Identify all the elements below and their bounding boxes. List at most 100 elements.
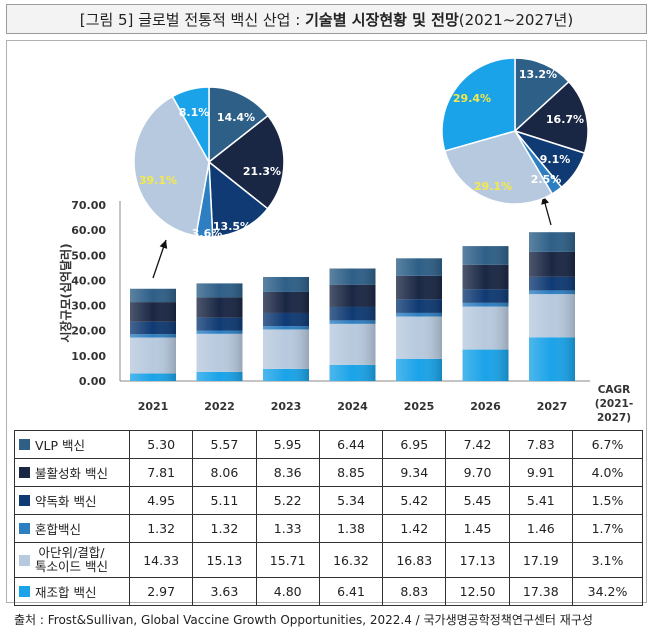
bar-shade-recombinant-2025 <box>396 358 442 381</box>
bar-shade-recombinant-2026 <box>462 349 509 381</box>
pie-2021-slice-attenuated <box>208 160 269 238</box>
table-cell-VLP-2026: 7.42 <box>445 430 510 459</box>
bar-shade-mixed-2025 <box>396 312 442 317</box>
bar-shade-subunit-2023 <box>263 329 309 369</box>
pie-2021-label-inactivated: 21.3% <box>243 165 281 178</box>
table-cell-recombinant-2024: 6.41 <box>318 577 384 606</box>
pie-2021-slice-subunit <box>133 95 210 237</box>
bar-shade-inactivated-2027 <box>529 251 575 277</box>
pie-2027-label-subunit: 29.1% <box>474 180 512 193</box>
bar-shade-recombinant-2021 <box>130 373 176 381</box>
y-tick-label: 50.00 <box>71 249 106 262</box>
row-label-recombinant: 재조합 백신 <box>14 577 130 606</box>
row-label-text-mixed: 혼합백신 <box>35 522 82 537</box>
bar-shade-subunit-2025 <box>396 316 442 359</box>
figure-title: [그림 5] 글로벌 전통적 백신 산업 : 기술별 시장현황 및 전망 (202… <box>6 4 647 34</box>
bar-shade-mixed-2021 <box>130 334 176 338</box>
table-cell-attenuated-2026: 5.45 <box>445 486 510 515</box>
legend-swatch-mixed <box>19 523 30 534</box>
table-row-VLP: VLP 백신 5.30 5.57 5.95 6.44 6.95 7.42 7.83 6.7% <box>14 430 644 459</box>
table-cell-mixed-2021: 1.32 <box>128 514 194 543</box>
y-tick-label: 30.00 <box>71 300 106 313</box>
legend-swatch-inactivated <box>19 467 30 478</box>
row-label-attenuated: 약독화 백신 <box>14 486 130 515</box>
row-label-text-attenuated: 약독화 백신 <box>35 494 97 509</box>
row-label-text-subunit: 아단위/결합/톡소이드 백신 <box>35 545 108 574</box>
bar-shade-recombinant-2024 <box>329 364 376 381</box>
legend-swatch-recombinant <box>19 586 30 597</box>
bar-shade-inactivated-2026 <box>462 264 509 290</box>
table-row-mixed: 혼합백신 1.32 1.32 1.33 1.38 1.42 1.45 1.46 1.7% <box>14 514 644 543</box>
bar-shade-VLP-2025 <box>396 258 442 276</box>
table-cell-attenuated-2023: 5.22 <box>255 486 320 515</box>
bar-shade-inactivated-2022 <box>196 297 243 318</box>
legend-swatch-VLP <box>19 439 30 450</box>
row-label-mixed: 혼합백신 <box>14 514 130 543</box>
table-cell-cagr-recombinant: 34.2% <box>571 577 644 606</box>
pie-2021-slice-recombinant <box>171 86 210 165</box>
cagr-header-line: (2021- <box>595 398 633 410</box>
row-label-subunit: 아단위/결합/톡소이드 백신 <box>14 542 130 578</box>
table-cell-VLP-2024: 6.44 <box>318 430 384 459</box>
arrow-2021-to-pie-head <box>159 240 168 249</box>
bar-shade-attenuated-2023 <box>263 312 309 327</box>
table-cell-subunit-2026: 17.13 <box>445 542 510 578</box>
y-tick-label: 60.00 <box>71 224 106 237</box>
bar-shade-inactivated-2023 <box>263 291 309 313</box>
bar-shade-VLP-2023 <box>263 276 309 292</box>
table-cell-subunit-2021: 14.33 <box>128 542 194 578</box>
table-row-attenuated: 약독화 백신 4.95 5.11 5.22 5.34 5.42 5.45 5.41 1.5% <box>14 486 644 515</box>
table-cell-cagr-VLP: 6.7% <box>571 430 644 459</box>
table-row-subunit: 아단위/결합/톡소이드 백신 14.33 15.13 15.71 16.32 16.83 1… <box>14 542 644 578</box>
pie-2027-slice-subunit <box>443 130 554 205</box>
table-cell-VLP-2022: 5.57 <box>192 430 257 459</box>
pie-2027-label-mixed: 2.5% <box>531 173 562 186</box>
y-tick-label: 70.00 <box>71 199 106 212</box>
bar-shade-recombinant-2027 <box>529 337 575 381</box>
x-tick-label-2024: 2024 <box>337 400 368 413</box>
row-label-VLP: VLP 백신 <box>14 430 130 459</box>
bar-shade-subunit-2021 <box>130 337 176 374</box>
chart-area: 0.00 10.00 20.00 30.00 40.00 50.00 60.00 70.00 시… <box>58 57 633 424</box>
table-cell-inactivated-2026: 9.70 <box>445 458 510 487</box>
table-cell-VLP-2025: 6.95 <box>382 430 447 459</box>
row-label-text-recombinant: 재조합 백신 <box>35 585 97 600</box>
pie-2027-slice-inactivated <box>513 80 589 155</box>
x-tick-label-2025: 2025 <box>404 400 435 413</box>
table-cell-recombinant-2026: 12.50 <box>445 577 510 606</box>
table-cell-attenuated-2021: 4.95 <box>128 486 194 515</box>
table-cell-recombinant-2023: 4.80 <box>255 577 320 606</box>
bar-shade-attenuated-2022 <box>196 317 243 331</box>
table-cell-cagr-attenuated: 1.5% <box>571 486 644 515</box>
pie-2027-slice-VLP <box>514 57 570 133</box>
bar-shade-subunit-2026 <box>462 306 509 350</box>
bar-shade-subunit-2027 <box>529 294 575 338</box>
y-tick-label: 10.00 <box>71 350 106 363</box>
bar-shade-VLP-2024 <box>329 268 376 285</box>
x-tick-label-2022: 2022 <box>204 400 235 413</box>
bar-shade-inactivated-2025 <box>396 275 442 300</box>
table-cell-VLP-2027: 7.83 <box>508 430 573 459</box>
table-cell-inactivated-2021: 7.81 <box>128 458 194 487</box>
table-cell-cagr-subunit: 3.1% <box>571 542 644 578</box>
table-cell-attenuated-2025: 5.42 <box>382 486 447 515</box>
table-cell-cagr-mixed: 1.7% <box>571 514 644 543</box>
table-cell-subunit-2027: 17.19 <box>508 542 573 578</box>
table-cell-inactivated-2022: 8.06 <box>192 458 257 487</box>
bar-shade-attenuated-2027 <box>529 276 575 291</box>
bar-shade-mixed-2026 <box>462 302 509 307</box>
bar-shade-inactivated-2024 <box>329 284 376 307</box>
title-suffix: (2021∼2027년) <box>458 10 574 29</box>
table-cell-mixed-2026: 1.45 <box>445 514 510 543</box>
table-cell-subunit-2024: 16.32 <box>318 542 384 578</box>
bar-shade-VLP-2027 <box>529 232 575 252</box>
pie-2021-label-attenuated: 13.5% <box>213 220 251 233</box>
table-row-inactivated: 불활성화 백신 7.81 8.06 8.36 8.85 9.34 9.70 9.91 4.0% <box>14 458 644 487</box>
bar-shade-VLP-2022 <box>196 283 243 298</box>
table-cell-attenuated-2024: 5.34 <box>318 486 384 515</box>
bar-shade-mixed-2022 <box>196 330 243 334</box>
bar-shade-inactivated-2021 <box>130 302 176 322</box>
table-cell-attenuated-2022: 5.11 <box>192 486 257 515</box>
cagr-header-line: 2027) <box>597 412 631 424</box>
pie-2021-slice-VLP <box>208 86 270 164</box>
